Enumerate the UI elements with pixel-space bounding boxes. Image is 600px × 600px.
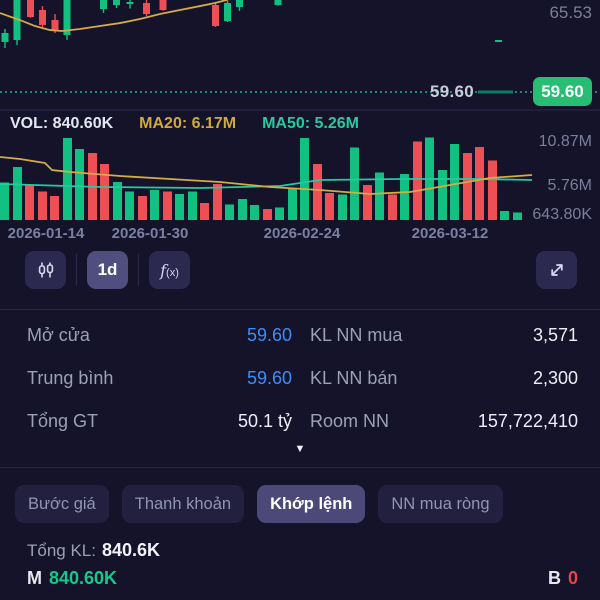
tab-khop-lenh[interactable]: Khớp lệnh [257, 485, 366, 523]
chart-type-button[interactable] [25, 251, 66, 289]
foreign-room-value: 157,722,410 [477, 411, 578, 431]
function-icon: f(x) [160, 260, 179, 280]
bottom-tabs: Bước giá Thanh khoản Khớp lệnh NN mua rò… [15, 485, 503, 523]
toolbar-separator [76, 254, 77, 286]
ma50-legend-label: MA50: 5.26M [262, 115, 359, 132]
section-divider [0, 309, 600, 310]
indicators-button[interactable]: f(x) [149, 251, 190, 289]
date-tick: 2026-03-12 [411, 225, 489, 242]
expand-chart-button[interactable] [536, 251, 577, 289]
price-axis-label: 65.53 [549, 3, 592, 22]
total-volume-label: Tổng KL: [27, 541, 96, 560]
chevron-down-icon: ▼ [294, 443, 306, 455]
open-price-value: 59.60 [246, 325, 292, 345]
section-divider [0, 467, 600, 468]
stats-row: Mở cửa 59.60 KL NN mua 3,571 [0, 314, 600, 357]
total-value-value: 50.1 tỷ [237, 411, 292, 431]
volume-value-label: VOL: 840.60K [10, 115, 114, 132]
foreign-sell-value: 2,300 [532, 368, 578, 388]
collapse-stats-button[interactable]: ▼ [0, 443, 600, 455]
average-price-label: Trung bình [27, 368, 114, 388]
volume-axis-max: 10.87M [538, 133, 592, 150]
foreign-buy-label: KL NN mua [310, 325, 403, 345]
volume-legend: VOL: 840.60K MA20: 6.17M MA50: 5.26M [10, 115, 359, 133]
foreign-sell-label: KL NN bán [310, 368, 398, 388]
foreign-buy-value: 3,571 [532, 325, 578, 345]
sell-side-label: B [547, 568, 561, 588]
stats-row: Trung bình 59.60 KL NN bán 2,300 [0, 357, 600, 400]
buy-side-label: M [27, 568, 42, 588]
tab-nn-mua-rong[interactable]: NN mua ròng [378, 485, 503, 523]
tab-buoc-gia[interactable]: Bước giá [15, 485, 109, 523]
chart-area[interactable]: 65.53 59.60 59.60 VOL: 840.60K MA20: 6.1… [0, 0, 600, 246]
candlestick-icon [38, 262, 53, 278]
average-price-value: 59.60 [246, 368, 292, 388]
interval-button[interactable]: 1d [87, 251, 128, 289]
price-volume-chart[interactable] [0, 0, 600, 246]
buy-side-value: 840.60K [49, 568, 118, 588]
total-volume-value: 840.6K [102, 540, 161, 560]
chart-toolbar: 1d f(x) [0, 250, 600, 290]
total-value-label: Tổng GT [27, 411, 99, 431]
tab-thanh-khoan[interactable]: Thanh khoản [121, 485, 245, 523]
current-price-badge: 59.60 [533, 77, 592, 106]
date-tick: 2026-01-14 [7, 225, 85, 242]
sell-side-value: 0 [567, 568, 578, 588]
stats-row: Tổng GT 50.1 tỷ Room NN 157,722,410 [0, 400, 600, 443]
volume-axis-mid: 5.76M [547, 177, 592, 194]
stats-panel: Mở cửa 59.60 KL NN mua 3,571 Trung bình … [0, 314, 600, 443]
volume-axis-min: 643.80K [532, 206, 592, 223]
expand-icon [550, 264, 563, 276]
ma20-legend-label: MA20: 6.17M [139, 115, 237, 132]
date-tick: 2026-02-24 [263, 225, 341, 242]
open-price-label: Mở cửa [27, 325, 90, 345]
current-price-label: 59.60 [430, 82, 475, 101]
date-tick: 2026-01-30 [111, 225, 189, 242]
foreign-room-label: Room NN [310, 411, 390, 431]
toolbar-separator [138, 254, 139, 286]
